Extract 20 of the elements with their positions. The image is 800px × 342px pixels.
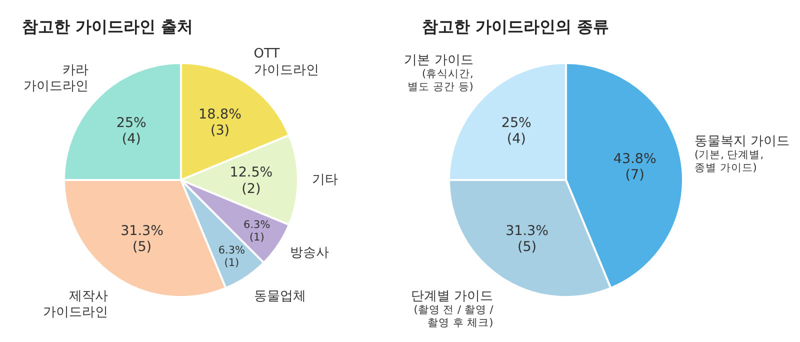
slice-label: 카라 가이드라인 — [23, 62, 88, 94]
data-label: 31.3% (5) — [120, 222, 164, 256]
data-label: 31.3% (5) — [506, 222, 549, 256]
data-label: 6.3% (1) — [244, 219, 270, 244]
data-label: 25% (4) — [116, 114, 147, 148]
slice-label: 기타 — [312, 172, 338, 188]
chart-title: 참고한 가이드라인 출처 — [22, 17, 194, 36]
chart-title: 참고한 가이드라인의 종류 — [422, 17, 610, 36]
slice-label: 단계별 가이드 (촬영 전 / 촬영 / 촬영 후 체크) — [411, 288, 494, 330]
slice-label: OTT 가이드라인 — [254, 46, 319, 78]
data-label: 6.3% (1) — [218, 244, 246, 269]
data-label: 18.8% (3) — [198, 106, 242, 138]
data-label: 43.8% (7) — [613, 150, 656, 184]
slice-label: 제작사 가이드라인 — [43, 288, 108, 320]
slice-label: 동물복지 가이드 (기본, 단계별, 종별 가이드) — [694, 134, 790, 174]
slice-label: 방송사 — [290, 245, 329, 260]
slice-label: 동물업체 — [254, 288, 306, 304]
data-label: 25% (4) — [501, 114, 532, 148]
slice-label: 기본 가이드 (휴식시간, 별도 공간 등) — [404, 52, 474, 94]
data-label: 12.5% (2) — [230, 164, 273, 197]
